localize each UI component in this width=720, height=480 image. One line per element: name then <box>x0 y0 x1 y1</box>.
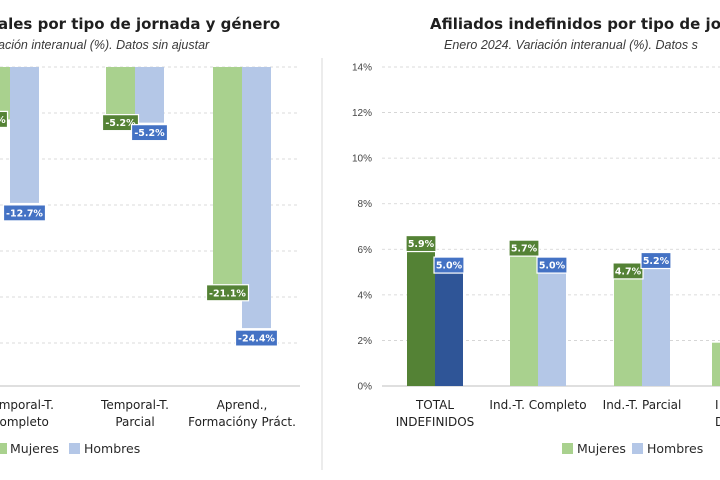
right-bar-women-0 <box>407 251 435 386</box>
right-ytick-5: 10% <box>352 154 372 165</box>
right-chart-title: Afiliados indefinidos por tipo de jornad <box>430 15 720 33</box>
right-category-label-0-0: TOTAL <box>415 398 454 412</box>
right-label-women-0: 5.9% <box>408 239 435 250</box>
right-bar-men-2 <box>642 267 670 386</box>
left-label-men-0: -12.7% <box>6 208 43 219</box>
left-label-men-1-box <box>130 124 169 142</box>
right-label-women-0-box <box>405 234 437 253</box>
left-label-men-2: -24.4% <box>238 334 275 345</box>
left-category-label-0-0: Temporal-T. <box>0 398 54 412</box>
right-label-men-1: 5.0% <box>539 261 566 272</box>
left-legend-women-label: Mujeres <box>10 441 59 456</box>
right-ytick-3: 6% <box>358 245 373 256</box>
left-category-label-2-1: Formacióny Práct. <box>188 415 296 429</box>
left-bar-women-2 <box>213 67 242 293</box>
right-chart-plot: 0%2%4%6%8%10%12%14%5.9%5.0%TOTALINDEFINI… <box>352 63 720 429</box>
right-category-label-2-0: Ind.-T. Parcial <box>603 398 682 412</box>
right-legend: Mujeres Hombres <box>562 441 703 456</box>
right-label-men-2-box <box>640 251 672 270</box>
right-label-women-2: 4.7% <box>615 266 642 277</box>
right-category-label-0-1: INDEFINIDOS <box>396 415 475 429</box>
right-legend-men-label: Hombres <box>647 441 703 456</box>
right-label-men-0-box <box>433 256 465 274</box>
right-ytick-4: 8% <box>358 199 373 210</box>
right-bar-women-3 <box>712 342 720 386</box>
right-bar-women-2 <box>614 278 642 386</box>
left-bar-men-1 <box>135 67 164 123</box>
left-label-women-2-box <box>205 284 250 302</box>
right-legend-men-swatch <box>632 443 643 454</box>
left-bar-women-1 <box>106 67 135 123</box>
left-legend-men-label: Hombres <box>84 441 140 456</box>
left-chart-title: ales por tipo de jornada y género <box>0 15 280 33</box>
right-label-women-1-box <box>508 239 540 257</box>
right-bar-women-1 <box>510 256 538 386</box>
right-ytick-0: 0% <box>358 382 373 393</box>
left-legend-women-swatch <box>0 443 7 454</box>
left-label-men-1: -5.2% <box>134 128 165 139</box>
left-chart-subtitle: ación interanual (%). Datos sin ajustar <box>0 38 210 52</box>
left-label-women-2: -21.1% <box>209 288 246 299</box>
right-category-label-3-1: Di <box>715 415 720 429</box>
left-category-label-0-1: Completo <box>0 415 49 429</box>
left-category-label-2-0: Aprend., <box>217 398 268 412</box>
right-chart-subtitle: Enero 2024. Variación interanual (%). Da… <box>444 38 698 52</box>
left-bar-women-0 <box>0 67 10 120</box>
right-legend-women-swatch <box>562 443 573 454</box>
left-label-women-0-box <box>0 110 9 129</box>
left-category-label-1-1: Parcial <box>115 415 154 429</box>
left-chart-plot: 4.9% -12.7% Temporal-T. Completo -5.2%-5.2% T… <box>0 66 300 429</box>
left-label-men-0-box <box>2 204 47 222</box>
right-bar-men-0 <box>435 272 463 386</box>
right-bar-men-1 <box>538 272 566 386</box>
right-ytick-1: 2% <box>358 336 373 347</box>
left-label-women-1-box <box>101 114 140 132</box>
left-legend: Mujeres Hombres <box>0 441 140 456</box>
right-ytick-2: 4% <box>358 290 373 301</box>
left-legend-men-swatch <box>69 443 80 454</box>
right-ytick-7: 14% <box>352 63 372 74</box>
right-label-men-0: 5.0% <box>436 261 463 272</box>
right-ytick-6: 12% <box>352 108 372 119</box>
right-legend-women-label: Mujeres <box>577 441 626 456</box>
right-category-label-1-0: Ind.-T. Completo <box>489 398 586 412</box>
right-label-women-2-box <box>612 262 644 280</box>
left-label-men-2-box <box>234 329 279 347</box>
left-label-women-1: -5.2% <box>105 118 136 129</box>
right-label-men-1-box <box>536 256 568 274</box>
left-bar-men-0 <box>10 67 39 203</box>
right-label-women-1: 5.7% <box>511 244 538 255</box>
right-label-men-2: 5.2% <box>643 256 670 267</box>
left-category-label-1-0: Temporal-T. <box>100 398 169 412</box>
right-category-label-3-0: I <box>715 398 719 412</box>
left-label-women-0: 4.9% <box>0 115 6 126</box>
